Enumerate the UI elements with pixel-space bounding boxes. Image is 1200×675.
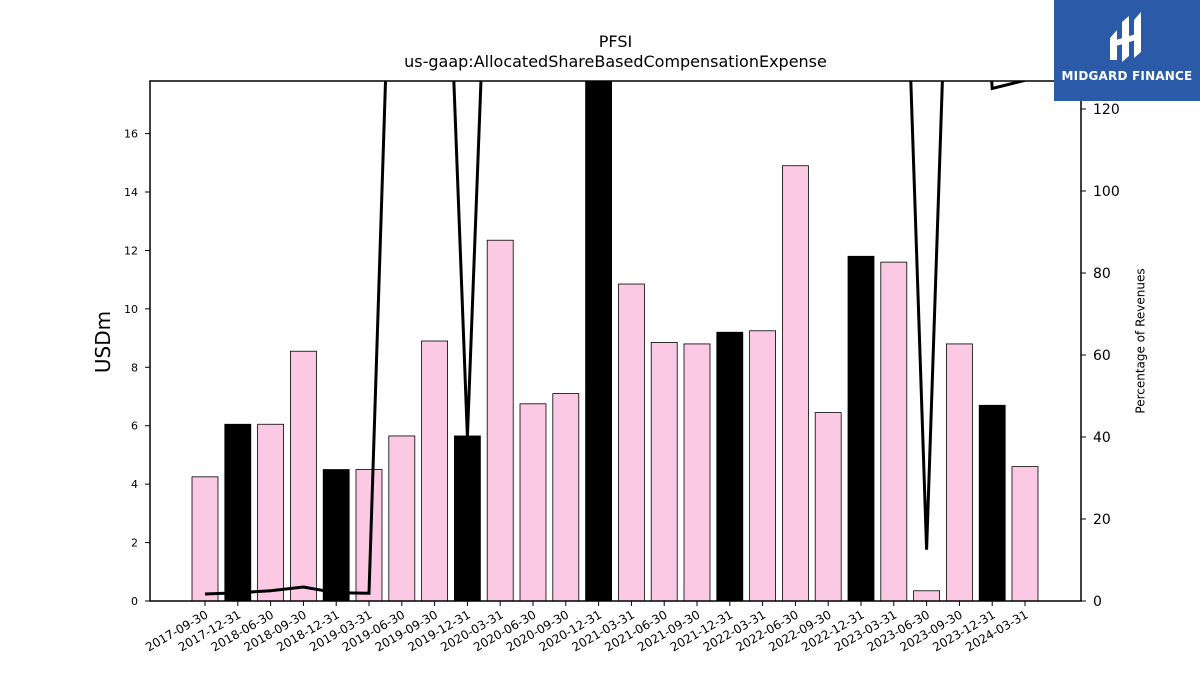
bar-2021-03-31 bbox=[618, 283, 645, 602]
bar-2017-09-30 bbox=[191, 476, 219, 602]
y-tick-label: 16 bbox=[124, 128, 138, 141]
bar-2017-12-31 bbox=[224, 423, 252, 602]
y-axis-label: USDm bbox=[91, 310, 116, 374]
y2-axis-label: Percentage of Revenues bbox=[1133, 268, 1148, 414]
y2-tick-label: 20 bbox=[1093, 512, 1111, 528]
logo-text: MIDGARD FINANCE bbox=[1061, 69, 1193, 83]
y-tick-label: 8 bbox=[131, 361, 138, 374]
bar-2021-09-30 bbox=[683, 343, 711, 602]
chart-subtitle: us-gaap:AllocatedShareBasedCompensationE… bbox=[404, 52, 827, 71]
bar-2020-03-31 bbox=[486, 239, 514, 602]
brand-logo: MIDGARD FINANCE bbox=[1054, 0, 1200, 101]
y-tick-label: 10 bbox=[124, 303, 138, 316]
y2-tick-label: 120 bbox=[1093, 102, 1120, 118]
bars-group bbox=[191, 80, 1039, 602]
bar-2020-09-30 bbox=[552, 393, 580, 602]
y2-tick-label: 0 bbox=[1093, 594, 1102, 610]
bar-2020-06-30 bbox=[519, 403, 547, 602]
bar-2023-03-31 bbox=[880, 261, 908, 602]
x-axis-ticks: 2017-09-302017-12-312018-06-302018-09-30… bbox=[143, 601, 1031, 654]
bar-2021-12-31 bbox=[716, 331, 744, 602]
plot-frame bbox=[149, 80, 1082, 602]
bar-2022-06-30 bbox=[782, 165, 809, 602]
y-tick-label: 14 bbox=[124, 186, 138, 199]
bar-2018-09-30 bbox=[289, 350, 317, 602]
logo-mark-icon bbox=[1110, 12, 1141, 62]
y-tick-label: 2 bbox=[131, 537, 138, 550]
bar-2022-09-30 bbox=[814, 412, 842, 602]
right-axis-ticks: 0 20 40 60 80 100 120 bbox=[1081, 102, 1120, 610]
bar-2019-12-31 bbox=[453, 435, 481, 602]
bar-2022-03-31 bbox=[749, 330, 776, 602]
bar-2022-12-31 bbox=[847, 255, 875, 602]
y2-tick-label: 60 bbox=[1093, 348, 1111, 364]
y-tick-label: 4 bbox=[131, 478, 138, 491]
bar-2019-09-30 bbox=[421, 340, 449, 602]
y2-tick-label: 80 bbox=[1093, 266, 1111, 282]
y2-tick-label: 40 bbox=[1093, 430, 1111, 446]
y2-tick-label: 100 bbox=[1093, 184, 1120, 200]
y-tick-label: 6 bbox=[131, 420, 138, 433]
bar-2018-06-30 bbox=[257, 423, 285, 602]
y-tick-label: 12 bbox=[124, 244, 138, 257]
bar-2023-06-30 bbox=[913, 590, 940, 602]
line-group bbox=[204, 81, 1026, 596]
percentage-line bbox=[204, 81, 1026, 596]
bar-2021-06-30 bbox=[650, 342, 678, 602]
bar-2019-06-30 bbox=[388, 435, 416, 602]
bar-2023-12-31 bbox=[978, 404, 1006, 602]
bar-2024-03-31 bbox=[1011, 466, 1039, 602]
chart-title: PFSI bbox=[598, 32, 633, 51]
bar-2023-09-30 bbox=[946, 343, 973, 602]
y-tick-label: 0 bbox=[131, 595, 138, 608]
bar-2020-12-31 bbox=[585, 80, 612, 602]
bar-2018-12-31 bbox=[322, 469, 350, 602]
left-axis-ticks: 0 2 4 6 8 10 12 14 16 bbox=[124, 128, 150, 608]
